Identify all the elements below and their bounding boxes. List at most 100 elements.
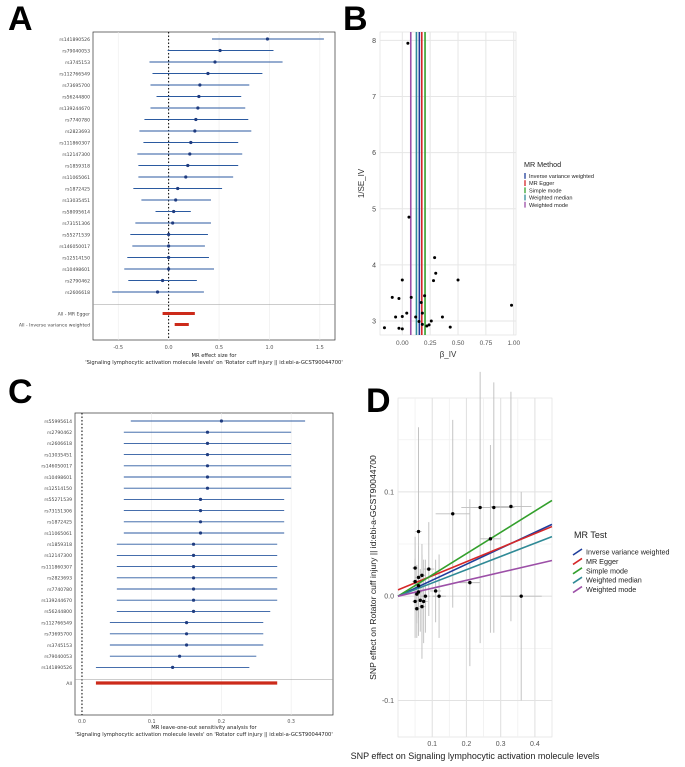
- panel-c-x-tick: 0.1: [148, 719, 156, 725]
- panel-a-x-tick: 1.5: [316, 345, 324, 351]
- panel-b-snp-point: [419, 300, 423, 304]
- panel-d-legend-label: Weighted mode: [586, 585, 636, 594]
- panel-d-ylabel: SNP effect on Rotator cuff injury || id:…: [368, 455, 378, 680]
- panel-b-snp-point: [414, 315, 418, 319]
- panel-b-legend-label: Inverse variance weighted: [529, 174, 594, 180]
- panel-b-x-tick: 0.75: [480, 340, 493, 347]
- panel-d-x-tick: 0.3: [496, 741, 506, 748]
- panel-a-estimate-point: [167, 255, 171, 260]
- panel-d-snp-point: [416, 590, 421, 594]
- panel-d-legend-swatch: [572, 585, 583, 594]
- panel-c-snp-label: rs2606618: [47, 441, 72, 447]
- panel-d-snp-point: [415, 607, 419, 611]
- panel-a-snp-label: rs12147300: [62, 152, 90, 158]
- panel-a-snp-label: rs2790462: [65, 278, 90, 284]
- panel-a-label: A: [8, 0, 33, 38]
- panel-a-estimate-point: [198, 83, 202, 87]
- panel-c-snp-label: rs7740780: [47, 587, 72, 593]
- panel-a-estimate-point: [184, 175, 188, 179]
- panel-b-y-tick: 7: [372, 94, 376, 101]
- panel-a-snp-label: rs1859318: [65, 163, 90, 169]
- panel-c-snp-label: rs55995614: [44, 419, 72, 425]
- panel-a-estimate-point: [193, 129, 197, 133]
- panel-c-estimate-point: [205, 464, 210, 468]
- panel-b-x-tick: 0.50: [452, 340, 465, 347]
- panel-b-x-tick: 1.00: [507, 340, 520, 347]
- panel-c-label: C: [8, 373, 33, 411]
- panel-b-y-tick: 3: [372, 318, 376, 325]
- panel-c-estimate-point: [198, 509, 203, 513]
- panel-a-snp-label: rs10498601: [62, 267, 90, 273]
- panel-c-snp-label: rs112766549: [41, 620, 72, 626]
- panel-c-snp-label: rs2790462: [47, 430, 72, 436]
- panel-a-snp-label: rs146050017: [59, 244, 90, 250]
- panel-b-snp-point: [510, 303, 514, 307]
- panel-a-estimate-point: [218, 48, 222, 53]
- panel-c-estimate-point: [205, 453, 210, 457]
- panel-c-estimate-point: [191, 576, 196, 580]
- panel-d-legend-swatch: [572, 557, 583, 566]
- panel-a-estimate-point: [172, 209, 176, 214]
- panel-d-snp-point: [437, 594, 441, 598]
- panel-d-regression-line: [397, 559, 553, 597]
- panel-d-legend-swatch: [572, 567, 583, 575]
- panel-d-snp-point: [492, 505, 496, 510]
- panel-c-x-tick: 0.0: [78, 719, 86, 725]
- panel-c-estimate-point: [191, 542, 196, 546]
- panel-c-snp-label: rs146050017: [41, 464, 72, 470]
- panel-a-snp-label: rs141890526: [59, 37, 90, 43]
- panel-a-estimate-point: [176, 186, 180, 191]
- panel-a-snp-label: rs112766549: [59, 71, 90, 77]
- panel-d-snp-point: [413, 579, 417, 584]
- panel-b-snp-point: [407, 215, 411, 219]
- panel-d-regression-line: [397, 535, 553, 597]
- panel-d-snp-point: [451, 512, 455, 516]
- panel-c-snp-label: rs12147300: [44, 553, 72, 559]
- panel-b-ylabel: 1/SE_IV: [357, 168, 366, 198]
- panel-d-x-tick: 0.4: [530, 741, 540, 748]
- panel-a-estimate-point: [265, 37, 270, 41]
- panel-b-snp-point: [433, 256, 437, 260]
- panel-a-x-tick: 0.0: [165, 345, 173, 351]
- panel-b-label: B: [343, 0, 368, 38]
- panel-a-estimate-point: [160, 278, 165, 283]
- panel-b-y-tick: 5: [372, 206, 376, 213]
- panel-a-estimate-point: [167, 232, 171, 237]
- panel-d-snp-point: [418, 598, 422, 603]
- panel-b-snp-point: [409, 295, 413, 299]
- panel-d-snp-point: [420, 573, 424, 578]
- panel-b-snp-point: [405, 311, 409, 315]
- panel-a-summary-label: All - MR Egger: [58, 311, 90, 317]
- panel-c-snp-label: rs73151306: [44, 508, 72, 514]
- panel-a-snp-label: rs56244800: [62, 94, 90, 100]
- panel-d-snp-point: [509, 504, 513, 509]
- panel-d-snp-point: [413, 599, 417, 604]
- panel-a-snp-label: rs139244670: [59, 106, 90, 112]
- panel-c-estimate-point: [205, 430, 210, 434]
- panel-c-estimate-point: [184, 621, 189, 625]
- panel-a-summary-label: All - Inverse variance weighted: [19, 322, 90, 328]
- panel-b-legend-label: Simple mode: [529, 188, 562, 194]
- panel-a-xlabel-line2: 'Signaling lymphocytic activation molecu…: [85, 360, 343, 366]
- panel-d-snp-point: [416, 575, 421, 580]
- panel-c-estimate-point: [205, 441, 210, 445]
- panel-a-snp-label: rs2823693: [65, 129, 90, 135]
- panel-b-y-tick: 4: [372, 262, 376, 269]
- panel-c-estimate-point: [191, 609, 196, 614]
- panel-d-legend-label: Weighted median: [586, 576, 642, 585]
- panel-b-snp-point: [400, 278, 404, 282]
- panel-c-snp-label: rs1872425: [47, 520, 72, 526]
- panel-c-snp-label: rs2823693: [47, 576, 72, 582]
- panel-b-y-tick: 8: [372, 38, 376, 45]
- panel-b-snp-point: [423, 294, 427, 298]
- panel-b-snp-point: [425, 324, 429, 328]
- panel-c-x-tick: 0.3: [287, 719, 295, 725]
- panel-d-y-tick: 0.1: [384, 489, 394, 496]
- panel-d-snp-point: [423, 594, 428, 598]
- panel-b-snp-point: [432, 279, 436, 283]
- panel-c-estimate-point: [198, 531, 203, 535]
- panel-a-estimate-point: [188, 152, 192, 156]
- panel-b-snp-point: [406, 41, 410, 45]
- panel-b-snp-point: [456, 278, 460, 282]
